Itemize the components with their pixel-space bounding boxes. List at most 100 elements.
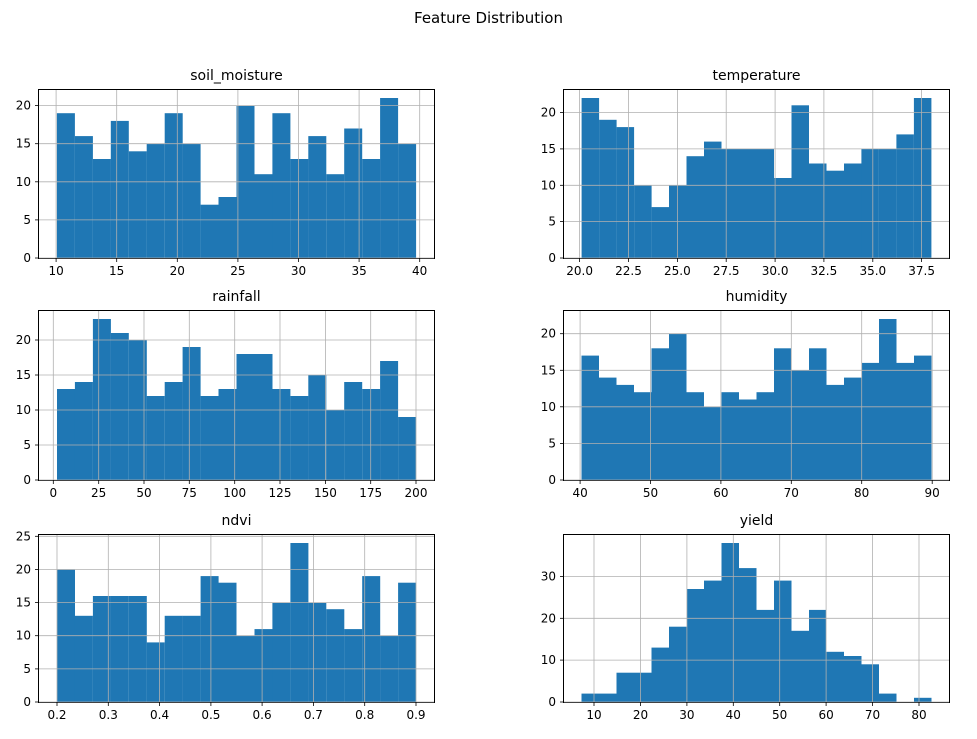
histogram-bar xyxy=(861,362,879,480)
y-tick-label: 15 xyxy=(541,142,556,156)
histogram-bar xyxy=(756,609,774,702)
histogram-bar xyxy=(110,120,129,259)
histogram-bar xyxy=(844,163,862,258)
histogram-bar xyxy=(616,672,634,702)
x-tick-label: 40 xyxy=(726,708,741,722)
histogram-bar xyxy=(380,361,399,480)
histogram-bar xyxy=(616,384,634,480)
histogram-bar xyxy=(362,389,381,480)
histogram-bar xyxy=(704,580,722,702)
y-tick-label: 20 xyxy=(16,99,31,113)
x-tick-label: 125 xyxy=(269,486,292,500)
histogram-bar xyxy=(581,355,599,480)
x-tick-label: 0.3 xyxy=(99,708,118,722)
x-tick-label: 35.0 xyxy=(859,264,886,278)
subplot-temperature: temperature 20.0 22.5 25.0 27.5 30.0 32.5 35.0… xyxy=(541,68,950,278)
plot-svg: 10 15 20 25 30 35 40 0 5 10 15 20 xyxy=(16,90,434,278)
y-tick-label: 15 xyxy=(16,596,31,610)
histogram-bar xyxy=(290,543,309,702)
x-tick-label: 70 xyxy=(784,486,799,500)
histogram-bar xyxy=(290,159,309,258)
histogram-bar xyxy=(686,392,704,480)
histogram-bar xyxy=(290,396,309,480)
y-tick-label: 10 xyxy=(16,629,31,643)
y-tick-label: 10 xyxy=(541,400,556,414)
histogram-bar xyxy=(128,151,147,258)
subplot-humidity: humidity 40 50 60 70 80 90 0 5 10 15 20 xyxy=(541,289,950,500)
subplot-ndvi: ndvi 0.2 0.3 0.4 0.5 0.6 0.7 0.8 0.9 0 5 10 15 20 25 xyxy=(16,513,435,722)
x-tick-label: 0 xyxy=(49,486,57,500)
histogram-bar xyxy=(200,576,219,702)
x-tick-label: 25 xyxy=(230,264,245,278)
histogram-bar xyxy=(344,382,363,480)
x-tick-label: 10 xyxy=(586,708,601,722)
histogram-bar xyxy=(721,148,739,258)
histogram-bar xyxy=(599,377,617,480)
x-tick-label: 35 xyxy=(351,264,366,278)
histogram-bar xyxy=(861,148,879,258)
x-tick-label: 10 xyxy=(48,264,63,278)
histogram-bar xyxy=(146,396,165,480)
histogram-bar xyxy=(398,143,417,258)
x-tick-label: 22.5 xyxy=(615,264,642,278)
histogram-bar xyxy=(344,629,363,702)
histogram-bar xyxy=(809,163,827,258)
histogram-bar xyxy=(599,119,617,258)
x-tick-label: 60 xyxy=(818,708,833,722)
histogram-bar xyxy=(92,159,111,258)
histogram-bar xyxy=(164,113,183,258)
y-tick-label: 20 xyxy=(541,611,556,625)
x-tick-label: 15 xyxy=(109,264,124,278)
y-tick-label: 10 xyxy=(16,175,31,189)
x-tick-label: 80 xyxy=(854,486,869,500)
x-tick-label: 25 xyxy=(91,486,106,500)
histogram-bar xyxy=(326,174,345,258)
y-tick-label: 20 xyxy=(16,333,31,347)
x-tick-label: 50 xyxy=(772,708,787,722)
y-tick-label: 0 xyxy=(548,473,556,487)
histogram-bar xyxy=(254,354,273,480)
histogram-bar xyxy=(844,377,862,480)
axes-soil-moisture: 10 15 20 25 30 35 40 0 5 10 15 20 xyxy=(16,89,435,278)
histogram-bar xyxy=(146,143,165,258)
y-tick-label: 30 xyxy=(541,569,556,583)
y-tick-label: 5 xyxy=(23,662,31,676)
histogram-bar xyxy=(254,629,273,702)
histogram-bar xyxy=(791,105,809,258)
histogram-bar xyxy=(879,319,897,480)
histogram-bar xyxy=(326,609,345,702)
y-tick-label: 10 xyxy=(16,403,31,417)
axes-rainfall: 0 25 50 75 100 125 150 175 200 0 5 10 15 20 xyxy=(16,310,435,500)
histogram-bar xyxy=(272,389,291,480)
histogram-bar xyxy=(164,382,183,480)
histogram-bar xyxy=(236,354,255,480)
x-tick-label: 0.6 xyxy=(253,708,272,722)
subplot-rainfall: rainfall 0 25 50 75 100 125 150 175 200 0 5 10 15 20 xyxy=(16,289,435,500)
histogram-bar xyxy=(774,178,792,258)
histogram-bar xyxy=(739,399,757,480)
histogram-bar xyxy=(254,174,273,258)
histogram-bar xyxy=(791,370,809,480)
histogram-bar xyxy=(634,672,652,702)
y-tick-label: 20 xyxy=(16,563,31,577)
histogram-bar xyxy=(809,348,827,480)
histogram-bar xyxy=(272,113,291,258)
axes-humidity: 40 50 60 70 80 90 0 5 10 15 20 xyxy=(541,310,950,500)
x-tick-label: 0.8 xyxy=(355,708,374,722)
x-tick-label: 80 xyxy=(911,708,926,722)
x-tick-label: 70 xyxy=(865,708,880,722)
histogram-bar xyxy=(146,642,165,702)
histogram-bar xyxy=(218,389,237,480)
histogram-bar xyxy=(739,148,757,258)
histogram-bar xyxy=(92,319,111,480)
histogram-bar xyxy=(669,626,687,702)
histogram-bar xyxy=(581,98,600,258)
histogram-bar xyxy=(110,596,129,702)
y-tick-label: 15 xyxy=(541,363,556,377)
histogram-bar xyxy=(581,693,599,702)
x-tick-label: 30 xyxy=(291,264,306,278)
histogram-bar xyxy=(704,141,722,258)
histogram-bar xyxy=(651,647,669,702)
x-tick-label: 75 xyxy=(182,486,197,500)
histogram-bar xyxy=(686,589,704,702)
